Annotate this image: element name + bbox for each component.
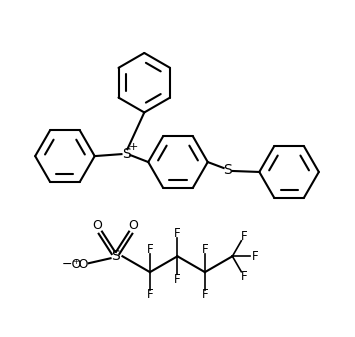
Text: +: + — [129, 142, 138, 152]
Text: F: F — [174, 227, 181, 240]
Text: O: O — [93, 219, 103, 232]
Text: F: F — [252, 250, 258, 263]
Text: S: S — [111, 249, 120, 263]
Text: F: F — [174, 273, 181, 285]
Text: ⁺O: ⁺O — [72, 258, 89, 271]
Text: O: O — [129, 219, 138, 232]
Text: F: F — [240, 270, 247, 282]
Text: S: S — [223, 163, 232, 177]
Text: F: F — [147, 243, 153, 256]
Text: F: F — [147, 288, 153, 302]
Text: F: F — [202, 243, 208, 256]
Text: S: S — [122, 147, 131, 161]
Text: F: F — [240, 230, 247, 243]
Text: F: F — [202, 288, 208, 302]
Text: −O: −O — [62, 258, 82, 271]
